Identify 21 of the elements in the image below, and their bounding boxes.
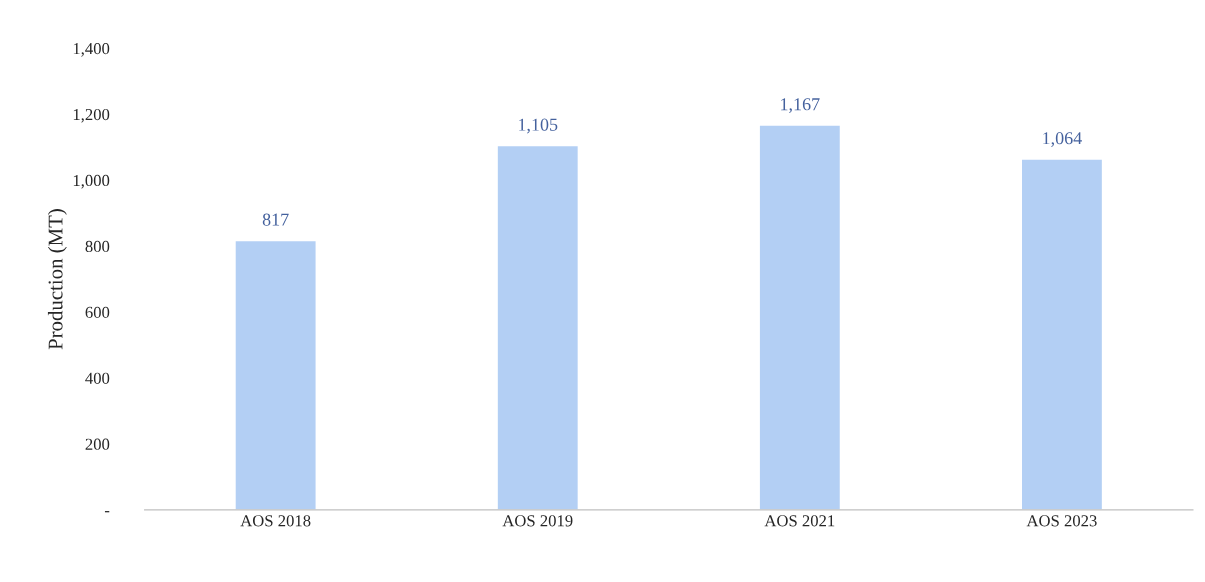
bar — [1020, 158, 1104, 510]
data-label: 1,105 — [519, 118, 558, 134]
y-tick-label: 400 — [85, 372, 110, 384]
x-tick-label: AOS 2019 — [502, 515, 573, 527]
bar — [234, 239, 317, 510]
data-label: 817 — [262, 213, 289, 226]
y-tick-label: 800 — [85, 240, 110, 253]
data-label: 1,167 — [781, 98, 820, 113]
y-axis-title: Production (MT) — [47, 209, 67, 350]
bar — [758, 124, 842, 510]
x-tick-label: AOS 2021 — [764, 515, 835, 527]
y-tick-label: 600 — [85, 306, 110, 318]
x-tick-label: AOS 2018 — [240, 515, 311, 527]
y-tick-label: 1,200 — [73, 108, 110, 123]
y-tick-label: 1,000 — [73, 174, 110, 189]
data-label: 1,064 — [1043, 132, 1082, 147]
x-tick-label: AOS 2023 — [1026, 515, 1097, 527]
y-tick-label: 200 — [85, 438, 110, 450]
y-tick-label: 1,400 — [73, 43, 110, 57]
y-tick-label: - — [104, 511, 110, 513]
bar — [496, 144, 580, 510]
